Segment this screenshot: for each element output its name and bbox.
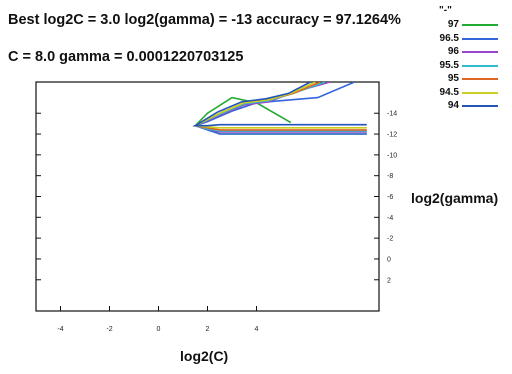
- legend-item-label: 94: [447, 100, 459, 111]
- legend-swatch: [462, 24, 498, 26]
- legend-item-label: 96.5: [439, 32, 459, 44]
- y-tick-label: 0: [387, 256, 391, 263]
- legend-item-label: 96: [447, 46, 459, 57]
- x-tick-label: 0: [157, 326, 161, 333]
- legend-item-label: 95.5: [439, 59, 459, 71]
- legend-item-label: 94.5: [439, 86, 459, 98]
- legend-item: 94.5: [423, 87, 508, 99]
- legend-item: 95.5: [423, 60, 508, 72]
- legend-swatch: [462, 78, 498, 80]
- series-line-94: [192, 82, 367, 127]
- y-tick-label: -12: [387, 132, 397, 139]
- y-tick-label: 2: [387, 277, 391, 284]
- x-tick-label: -2: [106, 326, 112, 333]
- legend-swatch: [462, 64, 498, 67]
- legend-swatch: [462, 91, 498, 94]
- series-lines: [192, 82, 367, 135]
- legend-item-label: 95: [447, 73, 459, 84]
- x-tick-label: -4: [57, 326, 63, 333]
- y-tick-label: -6: [387, 194, 393, 201]
- series-line-96-5: [192, 82, 367, 135]
- ticks: [36, 112, 379, 311]
- legend-swatch: [462, 105, 498, 107]
- legend-item: 96: [423, 46, 508, 58]
- chart-title: Best log2C = 3.0 log2(gamma) = -13 accur…: [8, 12, 401, 28]
- series-line-94-5: [192, 82, 367, 129]
- legend-item: 96.5: [423, 33, 508, 45]
- x-axis-label: log2(C): [180, 348, 229, 364]
- x-tick-label: 4: [255, 326, 259, 333]
- plot-frame: [35, 81, 380, 312]
- y-tick-label: -10: [387, 152, 397, 159]
- legend-item: 97: [423, 19, 508, 31]
- legend-swatch: [462, 37, 498, 40]
- y-tick-label: -14: [387, 111, 397, 118]
- chart-subtitle: C = 8.0 gamma = 0.0001220703125: [8, 49, 244, 65]
- legend-item: 95: [423, 73, 508, 85]
- y-tick-label: -2: [387, 236, 393, 243]
- tick-labels: -4 -2 0 2 4 -14 -12 -10 -8 -6 -4 -2 0 2: [57, 111, 397, 333]
- y-axis-label: log2(gamma): [411, 190, 499, 206]
- legend-header: "-": [439, 5, 452, 16]
- legend-swatch: [462, 51, 498, 53]
- series-line-95-5: [192, 82, 367, 132]
- y-tick-label: -8: [387, 173, 393, 180]
- series-line-95: [192, 82, 367, 131]
- legend-item: 94: [423, 100, 508, 112]
- y-tick-label: -4: [387, 215, 393, 222]
- legend-item-label: 97: [447, 19, 459, 30]
- x-tick-label: 2: [206, 326, 210, 333]
